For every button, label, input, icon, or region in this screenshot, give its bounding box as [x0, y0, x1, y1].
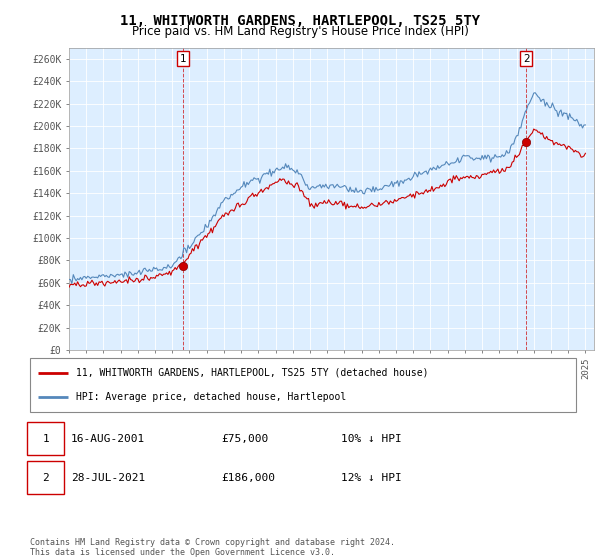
Text: 11, WHITWORTH GARDENS, HARTLEPOOL, TS25 5TY: 11, WHITWORTH GARDENS, HARTLEPOOL, TS25 … — [120, 14, 480, 28]
Text: 11, WHITWORTH GARDENS, HARTLEPOOL, TS25 5TY (detached house): 11, WHITWORTH GARDENS, HARTLEPOOL, TS25 … — [76, 368, 429, 378]
FancyBboxPatch shape — [27, 461, 64, 494]
Text: 12% ↓ HPI: 12% ↓ HPI — [341, 473, 402, 483]
FancyBboxPatch shape — [27, 422, 64, 455]
Text: 16-AUG-2001: 16-AUG-2001 — [71, 433, 145, 444]
Text: 10% ↓ HPI: 10% ↓ HPI — [341, 433, 402, 444]
Text: Price paid vs. HM Land Registry's House Price Index (HPI): Price paid vs. HM Land Registry's House … — [131, 25, 469, 38]
Text: £186,000: £186,000 — [221, 473, 275, 483]
Text: 28-JUL-2021: 28-JUL-2021 — [71, 473, 145, 483]
Text: 2: 2 — [43, 473, 49, 483]
Text: £75,000: £75,000 — [221, 433, 268, 444]
Text: Contains HM Land Registry data © Crown copyright and database right 2024.
This d: Contains HM Land Registry data © Crown c… — [30, 538, 395, 557]
Text: HPI: Average price, detached house, Hartlepool: HPI: Average price, detached house, Hart… — [76, 392, 347, 402]
Text: 1: 1 — [179, 54, 186, 64]
FancyBboxPatch shape — [30, 358, 576, 412]
Text: 1: 1 — [43, 433, 49, 444]
Text: 2: 2 — [523, 54, 530, 64]
